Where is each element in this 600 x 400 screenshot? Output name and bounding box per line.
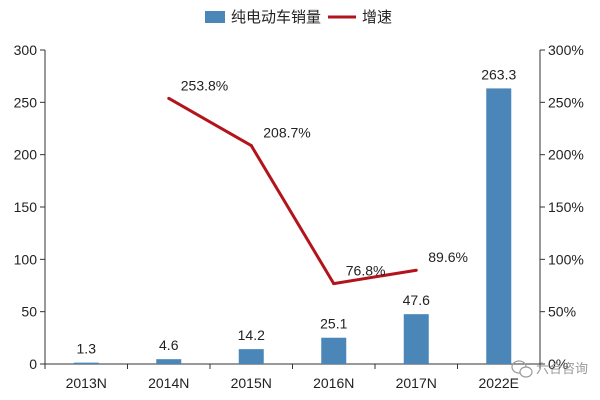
bar-data-label: 263.3 (481, 66, 516, 82)
bar-data-label: 47.6 (403, 292, 430, 308)
bar-data-label: 4.6 (159, 337, 179, 353)
x-tick-label: 2017N (396, 375, 437, 391)
watermark: 六合咨询 (511, 360, 588, 378)
line-data-label: 89.6% (428, 249, 468, 265)
line-series (167, 96, 418, 286)
line-point (167, 96, 171, 100)
watermark-text: 六合咨询 (536, 362, 588, 377)
y-right-tick-label: 200% (548, 147, 584, 163)
x-tick-label: 2015N (231, 375, 272, 391)
bar (486, 88, 512, 365)
bar-data-label: 25.1 (320, 316, 347, 332)
line-point (332, 282, 336, 286)
y-right-tick-label: 50% (548, 304, 576, 320)
legend: 纯电动车销量 增速 (205, 8, 392, 26)
x-tick-label: 2016N (313, 375, 354, 391)
y-left-tick-label: 200 (14, 147, 38, 163)
legend-line-label: 增速 (362, 8, 392, 26)
bar-data-label: 14.2 (238, 327, 265, 343)
bar-data-label: 1.3 (77, 341, 97, 357)
bar-series (73, 88, 512, 365)
legend-bar-label: 纯电动车销量 (231, 8, 321, 26)
line-data-label: 208.7% (263, 125, 310, 141)
growth-line (168, 97, 417, 286)
wechat-icon (511, 360, 533, 378)
x-tick-label: 2013N (66, 375, 107, 391)
x-tick-label: 2022E (479, 375, 519, 391)
y-left-tick-label: 50 (21, 304, 37, 320)
y-left-tick-label: 100 (14, 251, 38, 267)
y-right-tick-label: 150% (548, 199, 584, 215)
line-point (249, 144, 253, 148)
line-data-label: 253.8% (181, 77, 228, 93)
y-left-tick-label: 300 (14, 42, 38, 58)
y-left-tick-label: 0 (29, 356, 37, 372)
bar (403, 314, 429, 364)
y-right-tick-label: 300% (548, 42, 584, 58)
bar (156, 359, 182, 364)
line-point (414, 268, 418, 272)
axes: 0 50 100 150 200 250 300 0% 50% 100% 150% 200% 250% 3… (14, 42, 584, 391)
y-left-tick-label: 250 (14, 94, 38, 110)
bar (321, 337, 347, 364)
bar (73, 362, 99, 364)
legend-bar-swatch (205, 11, 225, 23)
y-right-tick-label: 250% (548, 94, 584, 110)
y-right-tick-label: 100% (548, 251, 584, 267)
bar (238, 349, 264, 364)
y-right-tick-label: 0% (548, 356, 568, 372)
x-tick-label: 2014N (148, 375, 189, 391)
data-labels: 1.3 4.6 14.2 25.1 47.6 263.3 253.8% 208.7% 76.8%… (77, 66, 517, 356)
line-data-label: 76.8% (346, 263, 386, 279)
y-left-tick-label: 150 (14, 199, 38, 215)
